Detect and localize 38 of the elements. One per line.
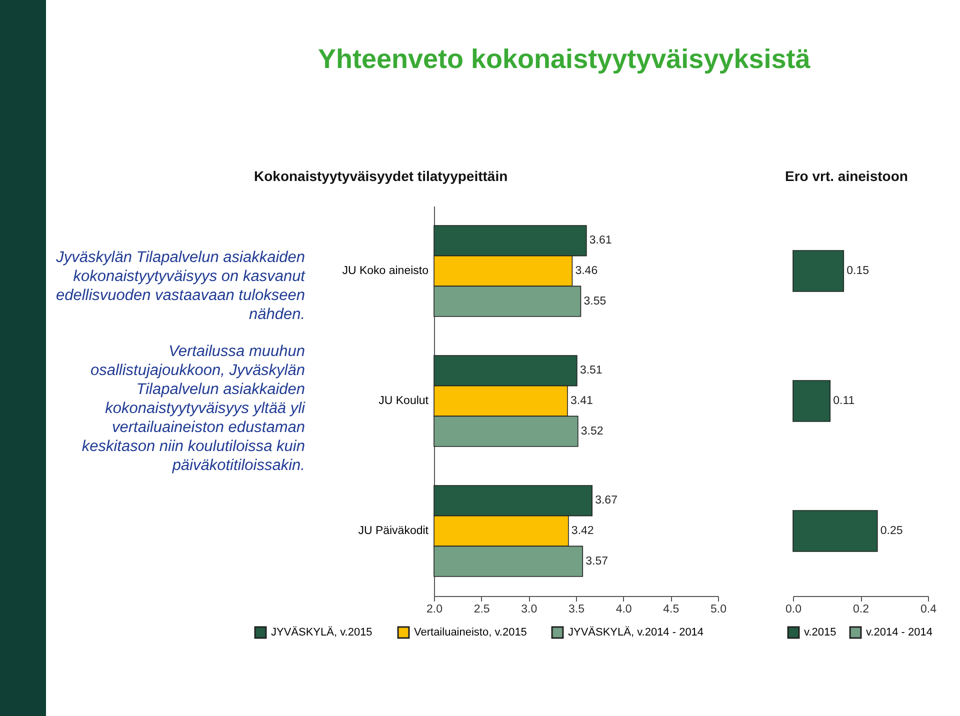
- data-label: 3.67: [595, 494, 618, 507]
- chart-title: Ero vrt. aineistoon: [785, 168, 908, 184]
- x-tick-label: 2.0: [426, 604, 442, 616]
- text: Jyväskylän Tilapalvelun asiakkaiden kokonaistyytyväisyys on kasvanut edellisvuoden vastaavaan tulokseen nähden.: [55, 248, 305, 324]
- data-label: 3.61: [589, 234, 612, 247]
- data-label: 3.55: [584, 295, 606, 308]
- legend-label: v.2015: [804, 626, 836, 639]
- data-label: 3.52: [580, 425, 604, 438]
- data-label: 0.15: [846, 265, 870, 277]
- data-label: 3.41: [570, 395, 593, 407]
- legend-label: JYVÄSKYLÄ, v.2015: [271, 626, 372, 639]
- legend-label: Vertailuaineisto, v.2015: [414, 626, 527, 639]
- x-tick-label: 0.0: [786, 604, 802, 616]
- data-label: 3.51: [580, 364, 602, 377]
- x-tick-label: 0.4: [920, 604, 938, 616]
- data-label: 0.11: [833, 395, 855, 407]
- x-tick-label: 5.0: [710, 604, 726, 616]
- data-label: 3.42: [571, 525, 594, 537]
- x-tick-label: 2.5: [474, 604, 490, 616]
- chart-title: Yhteenveto kokonaistyytyväisyyksistä: [318, 44, 810, 75]
- data-label: 3.46: [575, 265, 598, 277]
- y-tick-label: JU Koulut: [378, 395, 430, 407]
- legend-label: JYVÄSKYLÄ, v.2014 - 2014: [568, 626, 704, 639]
- x-tick-label: 4.0: [616, 604, 632, 616]
- x-tick-label: 4.5: [663, 604, 680, 616]
- data-label: 0.25: [880, 525, 903, 537]
- text: Vertailussa muuhun osallistujajoukkoon, Jyväskylän Tilapalvelun asiakkaiden kokonaistyytyväisyys yltää yli vertailuaineiston edustaman keskitason niin koulutiloissa kuin päiväkotitiloissakin.: [80, 342, 305, 475]
- bar: [792, 250, 844, 292]
- chart-subtitle: Kokonaistyytyväisyydet tilatyypeittäin: [254, 168, 508, 184]
- x-tick-label: 0.2: [853, 604, 869, 616]
- data-label: 3.57: [586, 555, 608, 568]
- bar: [792, 380, 831, 422]
- y-tick-label: JU Koko aineisto: [342, 265, 428, 277]
- x-tick-label: 3.0: [521, 604, 538, 616]
- x-tick-label: 3.5: [568, 604, 584, 616]
- legend-label: v.2014 - 2014: [866, 626, 932, 639]
- y-tick-label: JU Päiväkodit: [358, 525, 430, 537]
- bar: [792, 510, 878, 552]
